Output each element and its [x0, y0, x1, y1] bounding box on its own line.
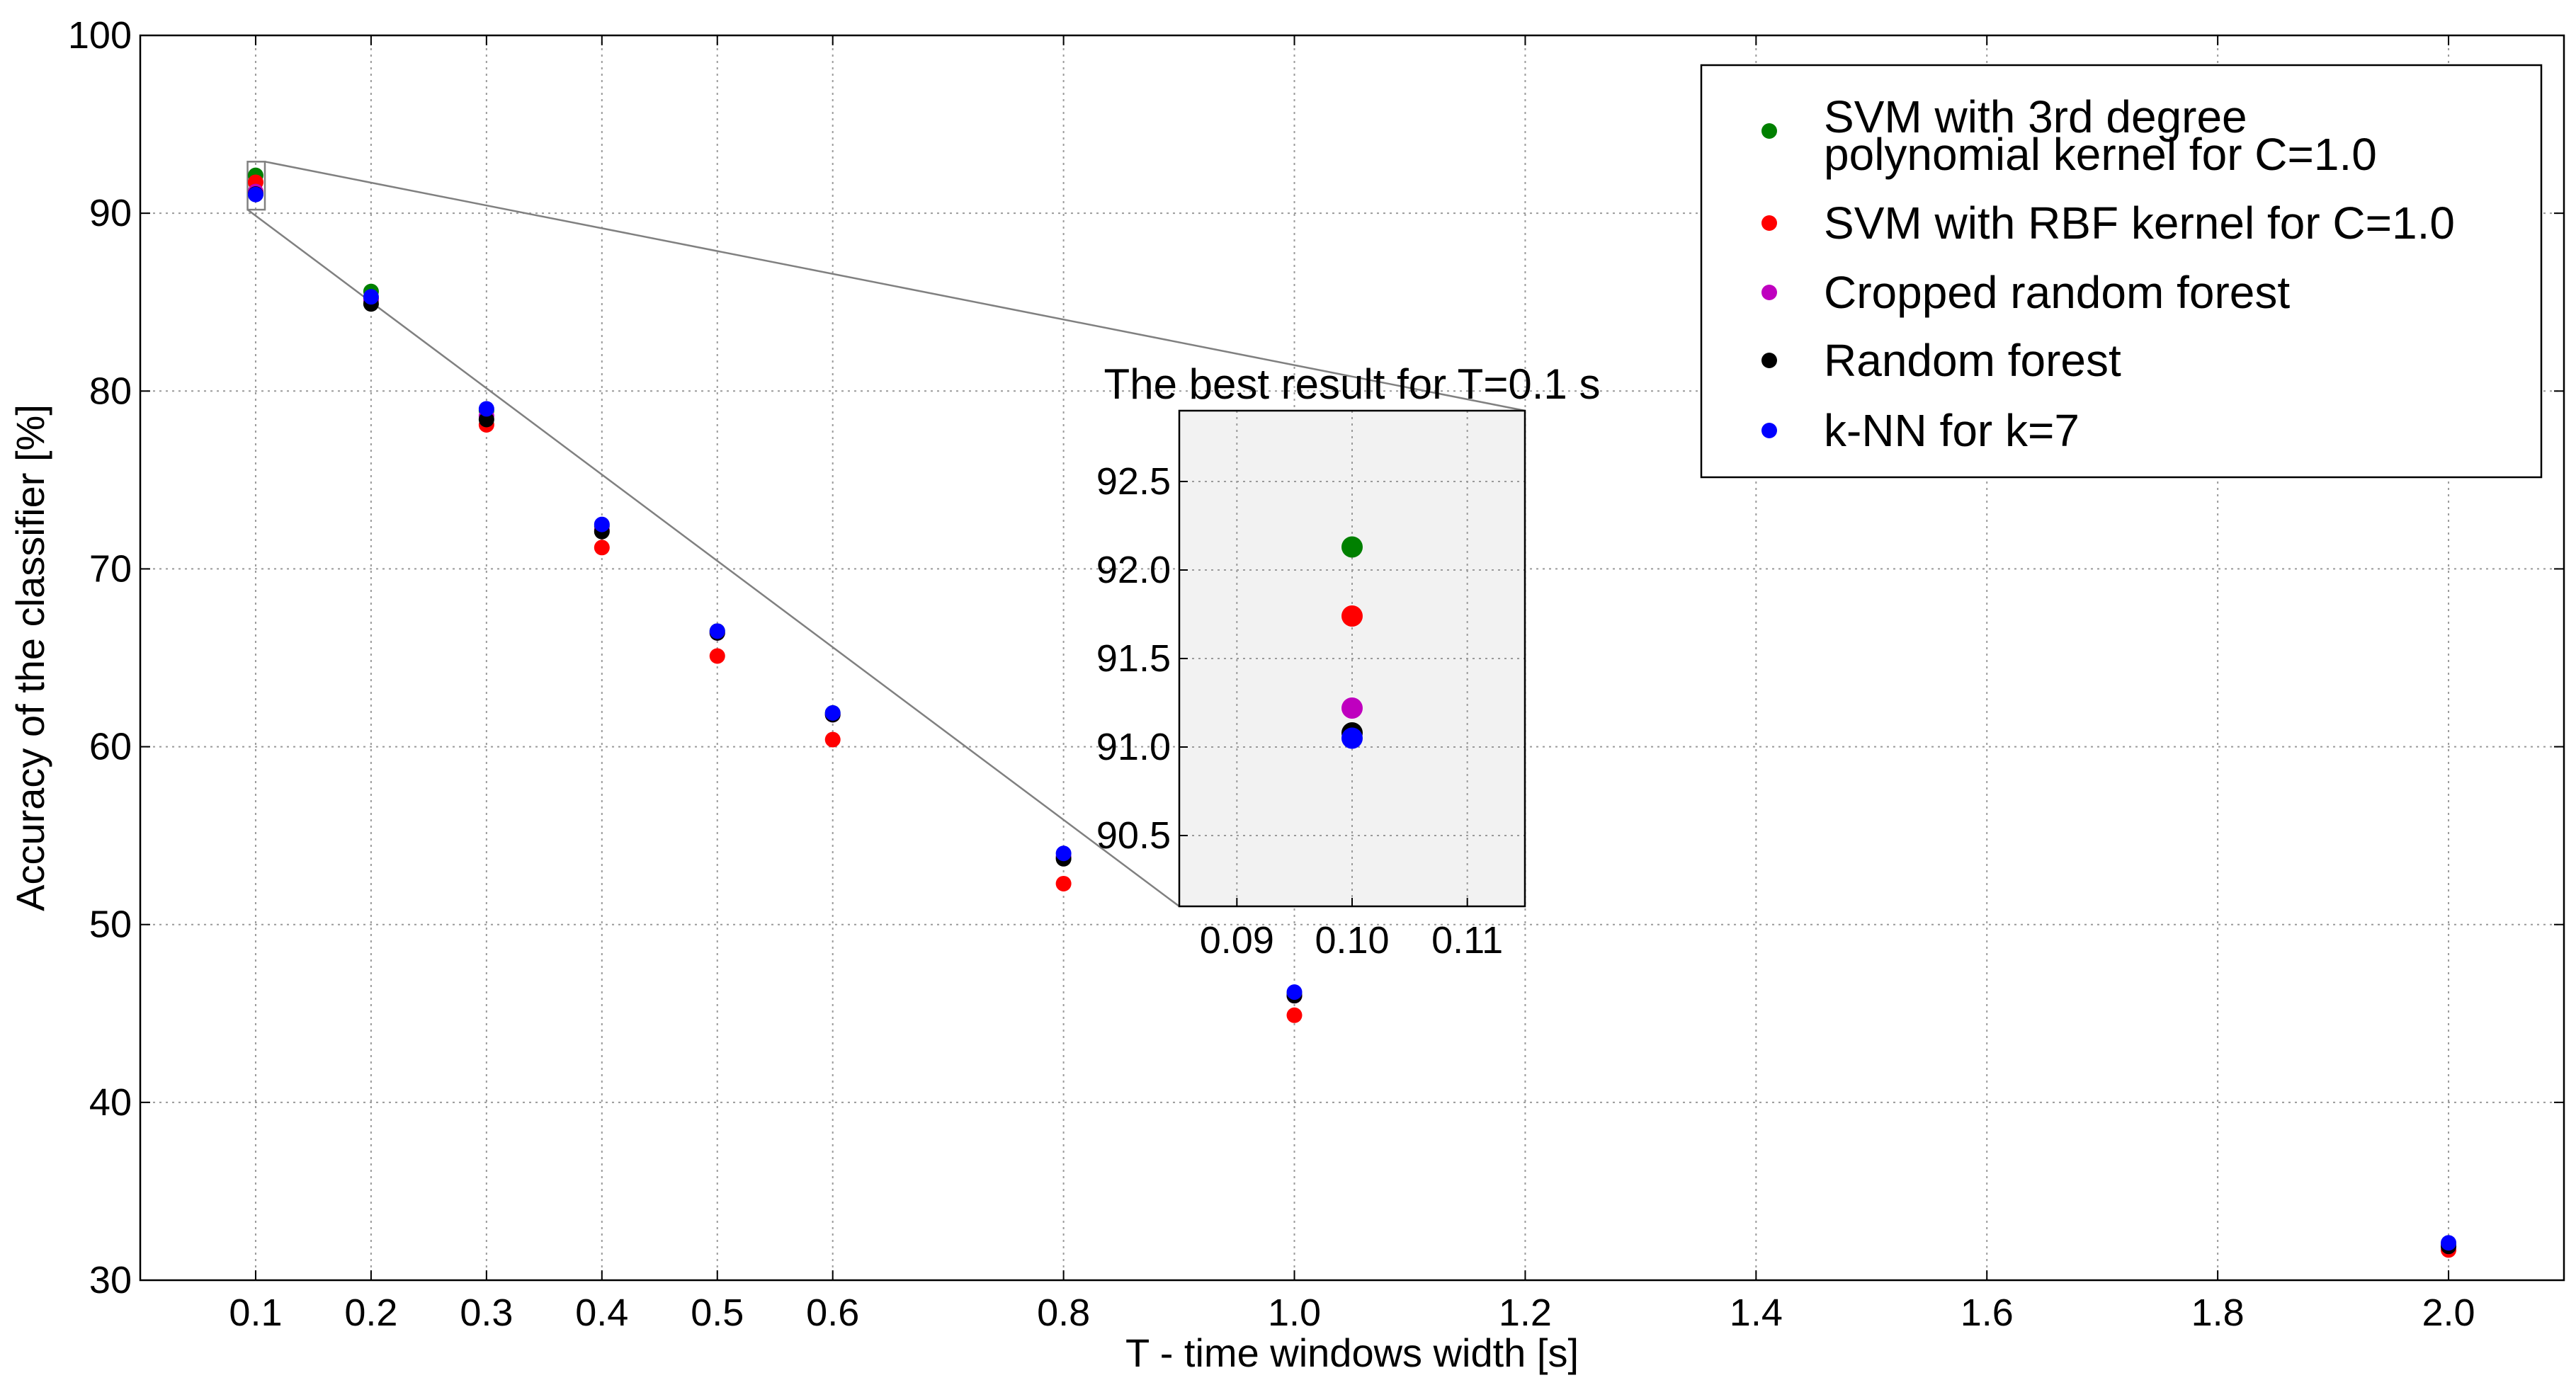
x-tick-label-0-4: 0.4 — [575, 1292, 628, 1334]
legend-marker-cropped-random-forest — [1761, 285, 1777, 300]
inset-y-tick-label-90-5: 90.5 — [1096, 814, 1171, 857]
point-random-forest-0-3 — [478, 411, 494, 428]
point-k-nn-for-k-7-0-1 — [247, 186, 263, 203]
inset-x-tick-label-0-11: 0.11 — [1431, 919, 1503, 962]
point-k-nn-for-k-7-0-8 — [1055, 845, 1072, 862]
inset-title: The best result for T=0.1 s — [1104, 360, 1601, 408]
inset-axis-ticks: 0.09 0.10 0.11 90.5 91.0 91.5 92.0 92.5 — [1096, 460, 1503, 962]
y-tick-label-40: 40 — [89, 1081, 132, 1124]
zoom-connector-bottom — [246, 209, 1180, 908]
point-svm-with-rbf-kernel-for--0-4 — [594, 540, 610, 556]
y-tick-label-50: 50 — [89, 904, 132, 946]
point-svm-with-rbf-kernel-for--1 — [1286, 1007, 1303, 1023]
inset-x-tick-label-0-10: 0.10 — [1315, 919, 1389, 962]
y-tick-label-100: 100 — [68, 14, 132, 57]
x-tick-label-2-0: 2.0 — [2422, 1292, 2475, 1334]
legend-label-svm-poly-line1: SVM with 3rd degree — [1824, 91, 2247, 142]
legend-marker-knn — [1761, 423, 1777, 438]
x-tick-label-0-2: 0.2 — [344, 1292, 397, 1334]
point-svm-with-rbf-kernel-for--0-8 — [1055, 875, 1072, 891]
main-axis-ticks: 0.1 0.2 0.3 0.4 0.5 0.6 0.8 1.0 1.2 1.4 1.6 1.8 2.0 3… — [68, 14, 2564, 1334]
zoom-connector-lines — [246, 161, 1526, 908]
legend-label-knn: k-NN for k=7 — [1824, 405, 2079, 456]
inset-point-cropped-random-forest — [1341, 697, 1363, 719]
point-k-nn-for-k-7-0-4 — [594, 516, 610, 532]
point-svm-with-rbf-kernel-for--0-6 — [824, 731, 841, 748]
point-k-nn-for-k-7-0-5 — [709, 623, 725, 639]
y-tick-label-70: 70 — [89, 547, 132, 590]
point-k-nn-for-k-7-0-3 — [478, 401, 494, 417]
main-plot-frame — [139, 34, 2565, 1282]
x-axis-label: T - time windows width [s] — [1125, 1330, 1579, 1375]
y-tick-label-60: 60 — [89, 726, 132, 768]
x-tick-label-1-4: 1.4 — [1730, 1292, 1783, 1334]
main-data-points — [247, 167, 2457, 1258]
inset-point-svm-with-rbf-kernel-for- — [1341, 605, 1363, 627]
y-tick-label-30: 30 — [89, 1259, 132, 1301]
inset-y-tick-label-92-0: 92.0 — [1096, 549, 1171, 591]
point-svm-with-rbf-kernel-for--0-5 — [709, 648, 725, 664]
legend-box — [1700, 64, 2543, 479]
inset-point-k-nn-for-k-7 — [1341, 727, 1363, 749]
inset-data-points — [1341, 536, 1363, 749]
x-tick-label-1-2: 1.2 — [1499, 1292, 1552, 1334]
inset-point-svm-with-3rd-degree-poly — [1341, 536, 1363, 558]
y-axis-label: Accuracy of the classifier [%] — [8, 404, 52, 911]
legend-label-svm-poly-line2: polynomial kernel for C=1.0 — [1824, 129, 2377, 180]
x-tick-label-0-5: 0.5 — [691, 1292, 744, 1334]
legend-marker-svm-rbf — [1761, 215, 1777, 231]
inset-y-tick-label-91-5: 91.5 — [1096, 637, 1171, 680]
legend: SVM with 3rd degree polynomial kernel fo… — [1700, 64, 2543, 479]
inset-y-tick-label-91-0: 91.0 — [1096, 726, 1171, 768]
y-tick-label-90: 90 — [89, 192, 132, 234]
legend-marker-random-forest — [1761, 353, 1777, 368]
legend-label-svm-rbf: SVM with RBF kernel for C=1.0 — [1824, 198, 2455, 249]
inset-y-tick-label-92-5: 92.5 — [1096, 460, 1171, 503]
legend-label-cropped-random-forest: Cropped random forest — [1824, 267, 2290, 318]
x-tick-label-1-6: 1.6 — [1961, 1292, 2014, 1334]
zoom-connector-top — [264, 161, 1526, 412]
legend-marker-svm-poly — [1761, 123, 1777, 139]
x-tick-label-0-3: 0.3 — [460, 1292, 513, 1334]
x-tick-label-0-8: 0.8 — [1037, 1292, 1090, 1334]
x-tick-label-1-8: 1.8 — [2191, 1292, 2245, 1334]
point-k-nn-for-k-7-2 — [2441, 1235, 2457, 1251]
x-tick-label-0-6: 0.6 — [806, 1292, 859, 1334]
inset-x-tick-label-0-09: 0.09 — [1200, 919, 1274, 962]
point-k-nn-for-k-7-0-2 — [363, 289, 379, 305]
zoom-region-box — [246, 161, 266, 211]
x-tick-label-1-0: 1.0 — [1268, 1292, 1321, 1334]
point-k-nn-for-k-7-0-6 — [824, 705, 841, 721]
y-tick-label-80: 80 — [89, 370, 132, 412]
point-k-nn-for-k-7-1 — [1286, 984, 1303, 1001]
x-tick-label-0-1: 0.1 — [229, 1292, 282, 1334]
legend-label-random-forest: Random forest — [1824, 335, 2121, 386]
